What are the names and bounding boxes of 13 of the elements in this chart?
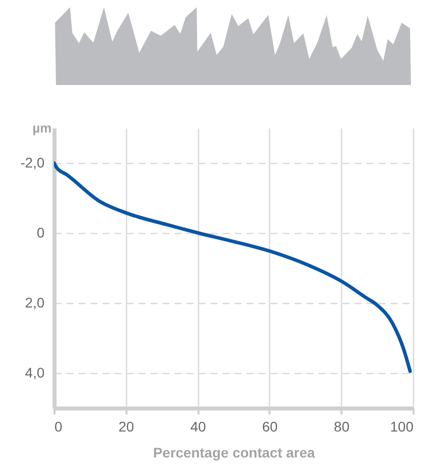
line-series [54,161,412,373]
y-tick-label: 0 [36,224,45,240]
x-tick-label: 0 [54,418,62,434]
x-tick-label: 100 [390,418,414,434]
x-tick-label: 40 [190,418,206,434]
x-tick-label: 20 [118,418,134,434]
x-tick-label: 80 [334,418,350,434]
y-axis-title: µm [32,120,52,136]
x-axis-title: Percentage contact area [153,444,316,460]
y-tick-label: 4,0 [25,364,45,380]
x-tick-label: 60 [262,418,278,434]
y-tick-label: -2,0 [20,154,45,170]
y-tick-label: 2,0 [25,294,45,310]
